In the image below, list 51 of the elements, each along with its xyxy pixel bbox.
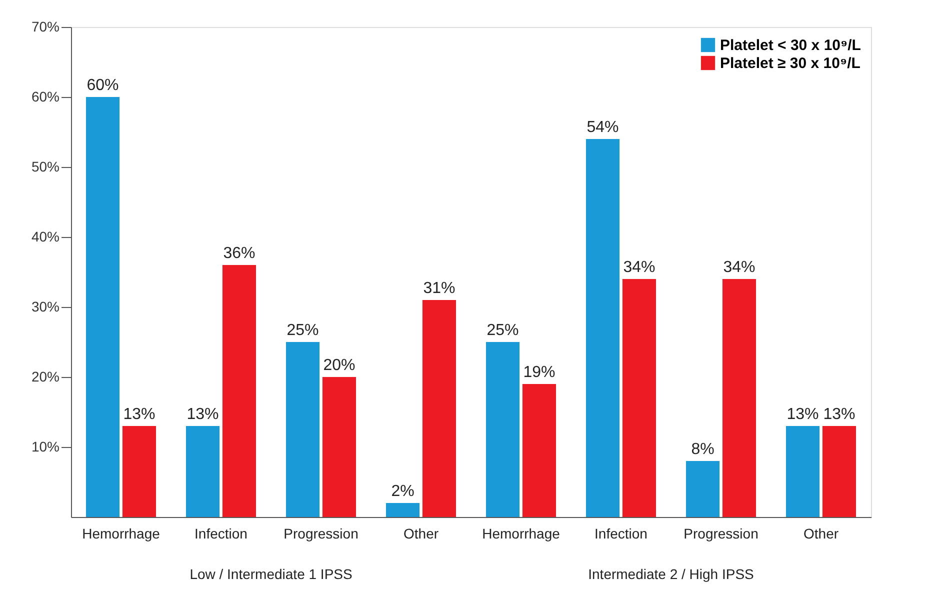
x-tick-label: Other (403, 526, 439, 542)
bar (122, 426, 156, 517)
bar (686, 461, 720, 517)
x-tick-label: Infection (194, 526, 248, 542)
y-tick-label: 30% (31, 298, 60, 314)
data-label: 8% (691, 441, 714, 458)
text: Intermediate 2 / High IPSS (588, 566, 754, 582)
data-label: 54% (586, 119, 619, 136)
bar (722, 279, 756, 517)
y-tick-label: 10% (31, 438, 60, 454)
x-tick-label: Infection (594, 526, 648, 542)
legend-label: Platelet < 30 x 10⁹/L (720, 37, 861, 54)
bar (486, 342, 520, 517)
bar (86, 97, 120, 517)
data-label: 34% (623, 259, 656, 276)
data-label: 13% (786, 406, 819, 423)
data-label: 25% (486, 322, 519, 339)
data-label: 19% (523, 364, 556, 381)
x-tick-label: Other (803, 526, 839, 542)
bar (386, 503, 420, 517)
data-label: 13% (186, 406, 219, 423)
data-label: 31% (423, 280, 456, 297)
bar (822, 426, 856, 517)
y-tick-label: 20% (31, 368, 60, 384)
y-tick-label: 70% (31, 18, 60, 34)
bar (622, 279, 656, 517)
data-label: 25% (286, 322, 319, 339)
bar (422, 300, 456, 517)
text: Low / Intermediate 1 IPSS (190, 566, 352, 582)
y-tick-label: 60% (31, 88, 60, 104)
data-label: 36% (223, 245, 256, 262)
x-tick-label: Hemorrhage (482, 526, 560, 542)
y-tick-label: 50% (31, 158, 60, 174)
x-tick-label: Hemorrhage (82, 526, 160, 542)
legend-label: Platelet ≥ 30 x 10⁹/L (720, 55, 860, 72)
bar (522, 384, 556, 517)
data-label: 2% (391, 483, 414, 500)
data-label: 34% (723, 259, 756, 276)
y-tick-label: 40% (31, 228, 60, 244)
bar (186, 426, 220, 517)
data-label: 13% (123, 406, 156, 423)
bar (286, 342, 320, 517)
bar (586, 139, 620, 517)
bar (322, 377, 356, 517)
data-label: 60% (86, 77, 119, 94)
x-tick-label: Progression (284, 526, 358, 542)
data-label: 20% (323, 357, 356, 374)
bar (222, 265, 256, 517)
data-label: 13% (823, 406, 856, 423)
bar (786, 426, 820, 517)
x-tick-label: Progression (684, 526, 758, 542)
